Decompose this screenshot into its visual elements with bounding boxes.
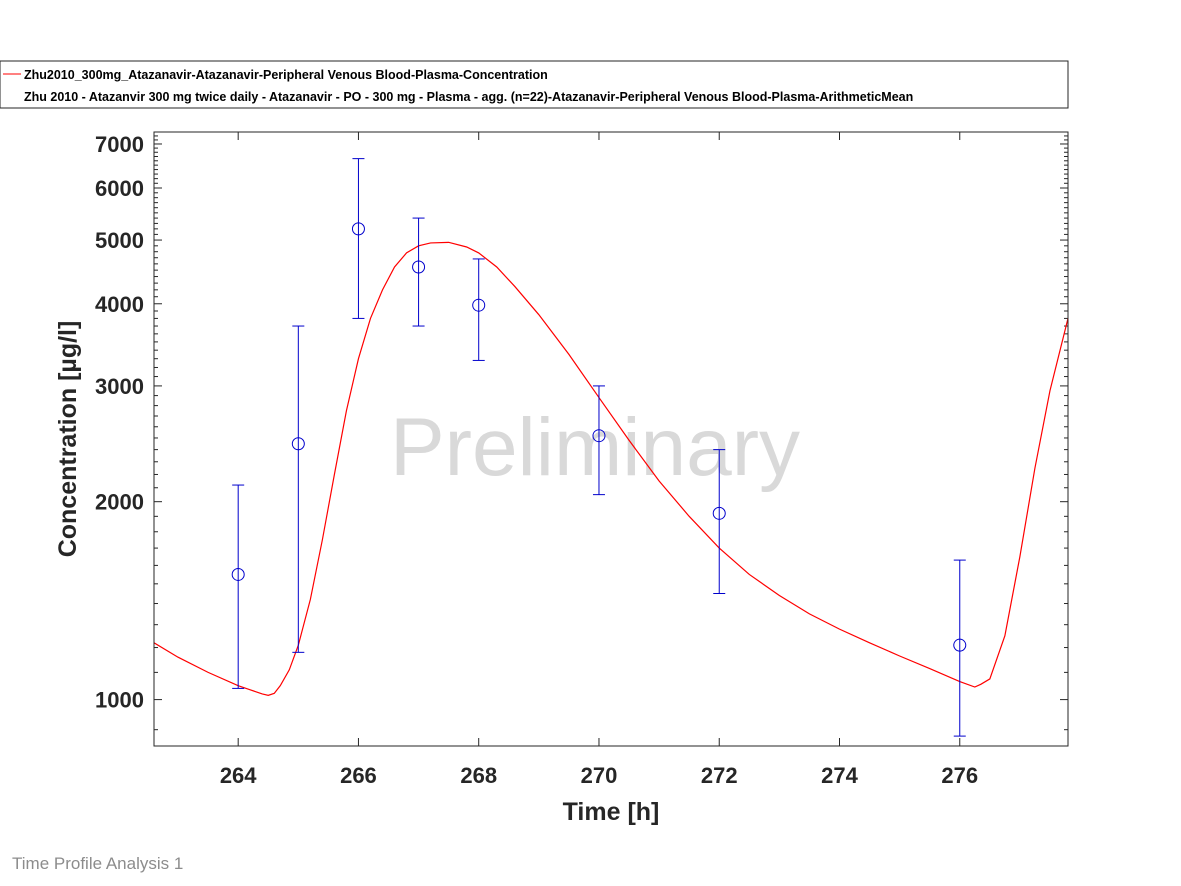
x-tick-label: 264 [220,763,257,788]
series-layer [154,158,1068,737]
y-tick-label: 1000 [95,688,144,713]
y-tick-label: 7000 [95,132,144,157]
observed-marker [351,222,365,236]
x-tick-label: 266 [340,763,377,788]
y-axis-label: Concentration [µg/l] [54,321,82,558]
observed-point-group [472,258,486,361]
legend-entry-observed: Zhu 2010 - Atazanvir 300 mg twice daily … [24,90,913,104]
tick-labels: 264 266 268 270 272 274 276 1000 2000 3000 4000 500… [95,132,978,788]
y-tick-label: 4000 [95,292,144,317]
y-tick-label: 5000 [95,228,144,253]
axis-ticks [154,132,1068,746]
observed-marker [712,506,726,520]
observed-point-group [412,217,426,327]
observed-point-group [351,158,365,319]
observed-marker [291,437,305,451]
observed-marker [472,298,486,312]
legend-entry-simulation: Zhu2010_300mg_Atazanavir-Atazanavir-Peri… [24,68,548,82]
observed-point-group [291,325,305,653]
plot-frame [153,131,1069,747]
x-tick-label: 272 [701,763,738,788]
x-tick-label: 274 [821,763,858,788]
footer-label: Time Profile Analysis 1 [12,854,183,873]
series-line-simulation [154,241,1068,696]
observed-marker [592,429,606,443]
observed-point-group [953,559,967,737]
plot-background [154,132,1068,746]
y-tick-label: 6000 [95,176,144,201]
observed-marker [231,567,245,581]
observed-marker [412,260,426,274]
x-tick-label: 276 [941,763,978,788]
legend-box [0,60,1069,109]
x-tick-label: 268 [460,763,497,788]
x-axis-label: Time [h] [563,798,660,826]
watermark: Preliminary [390,402,800,493]
observed-point-group [231,484,245,689]
observed-point-group [592,385,606,496]
observed-marker [953,638,967,652]
observed-point-group [712,449,726,595]
y-tick-label: 2000 [95,490,144,515]
legend: Zhu2010_300mg_Atazanavir-Atazanavir-Peri… [0,60,1069,109]
x-tick-label: 270 [581,763,618,788]
plot-area: Preliminary [153,131,1069,747]
y-tick-label: 3000 [95,374,144,399]
